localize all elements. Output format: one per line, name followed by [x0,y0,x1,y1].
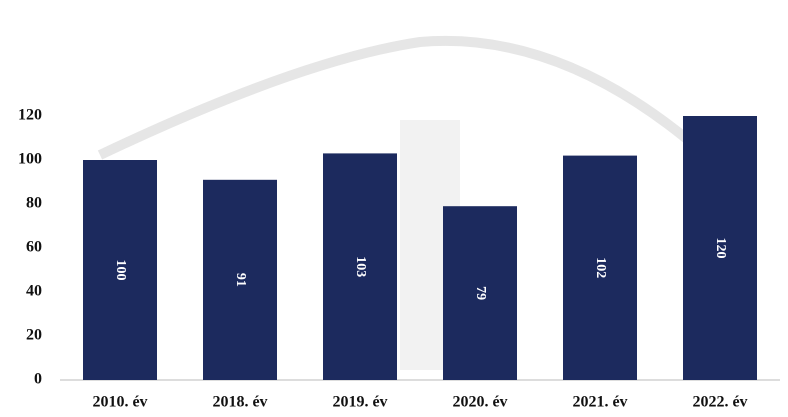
x-tick-label: 2022. év [692,394,747,411]
x-tick-label: 2020. év [452,394,507,411]
x-tick-label: 2018. év [212,394,267,411]
x-tick-label: 2021. év [572,394,627,411]
bar [683,116,757,380]
bar [323,153,397,380]
y-tick-label: 0 [34,371,42,388]
x-tick-label: 2019. év [332,394,387,411]
value-label: 120 [713,238,728,259]
bar [83,160,157,380]
background-arc [97,35,704,160]
value-label: 100 [113,260,128,281]
value-label: 103 [353,256,368,277]
bar [203,179,277,380]
value-label: 91 [233,273,248,287]
y-tick-label: 100 [18,151,42,168]
x-tick-label: 2010. év [92,394,147,411]
y-tick-label: 60 [26,239,42,256]
y-tick-label: 40 [26,283,42,300]
value-label: 79 [473,286,488,300]
y-tick-label: 80 [26,195,42,212]
value-label: 102 [593,257,608,278]
bar [563,155,637,380]
y-tick-label: 120 [18,107,42,124]
bar [443,206,517,380]
y-tick-label: 20 [26,327,42,344]
